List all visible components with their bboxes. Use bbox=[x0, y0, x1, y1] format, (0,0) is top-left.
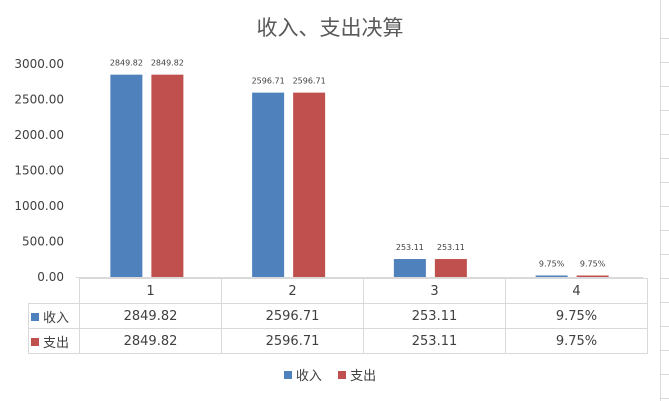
legend-item-income[interactable]: 收入 bbox=[283, 365, 322, 384]
legend: 收入 支出 bbox=[0, 365, 660, 384]
data-labels: 2849.82 2849.82 2596.71 2596.71 253.11 253.11… bbox=[110, 59, 606, 269]
y-tick-label: 1000.00 bbox=[14, 199, 64, 213]
sheet-gridline bbox=[660, 302, 669, 303]
legend-swatch-income bbox=[283, 371, 292, 379]
bar-expense-3[interactable] bbox=[434, 259, 467, 277]
bar-income-3[interactable] bbox=[393, 259, 426, 277]
expense-swatch bbox=[31, 337, 39, 346]
sheet-gridline bbox=[660, 254, 669, 255]
table-row-expense: 支出 2849.82 2596.71 253.11 9.75% bbox=[28, 328, 648, 354]
table-cell: 253.11 bbox=[363, 303, 506, 329]
category-header-3: 3 bbox=[363, 278, 506, 304]
data-label: 2596.71 bbox=[252, 77, 285, 86]
legend-swatch-expense bbox=[338, 371, 347, 379]
series-label-income: 收入 bbox=[28, 303, 80, 329]
bar-expense-1[interactable] bbox=[151, 74, 184, 277]
sheet-gridline bbox=[660, 158, 669, 159]
sheet-gridline bbox=[660, 374, 669, 375]
sheet-edge-line bbox=[660, 0, 661, 401]
sheet-gridline bbox=[660, 350, 669, 351]
bar-expense-4[interactable] bbox=[576, 275, 609, 278]
data-label: 9.75% bbox=[539, 260, 565, 269]
data-label: 253.11 bbox=[396, 243, 424, 252]
table-header-row: 1 2 3 4 bbox=[28, 278, 648, 304]
sheet-gridline bbox=[660, 134, 669, 135]
data-label: 253.11 bbox=[437, 243, 465, 252]
sheet-gridline bbox=[660, 206, 669, 207]
table-cell: 9.75% bbox=[505, 328, 648, 354]
table-cell: 2596.71 bbox=[221, 328, 364, 354]
sheet-gridline bbox=[660, 62, 669, 63]
table-cell: 253.11 bbox=[363, 328, 506, 354]
data-label: 2849.82 bbox=[110, 59, 143, 68]
series-name-expense: 支出 bbox=[43, 335, 70, 351]
y-tick-label: 3000.00 bbox=[14, 57, 64, 71]
data-label: 2849.82 bbox=[151, 59, 184, 68]
bar-expense-2[interactable] bbox=[293, 92, 326, 277]
sheet-gridline bbox=[660, 110, 669, 111]
bars bbox=[110, 74, 609, 278]
bar-income-1[interactable] bbox=[110, 74, 143, 277]
sheet-gridline bbox=[660, 278, 669, 279]
bar-income-2[interactable] bbox=[252, 92, 285, 277]
sheet-gridline bbox=[660, 182, 669, 183]
data-table: 1 2 3 4 收入 2849.82 2596.71 253.11 9.75% … bbox=[28, 278, 648, 354]
table-cell: 2596.71 bbox=[221, 303, 364, 329]
category-header-2: 2 bbox=[221, 278, 364, 304]
y-axis: 0.00500.001000.001500.002000.002500.0030… bbox=[14, 57, 64, 284]
table-cell: 2849.82 bbox=[79, 328, 222, 354]
data-label: 9.75% bbox=[580, 260, 606, 269]
sheet-gridline bbox=[660, 326, 669, 327]
y-tick-label: 500.00 bbox=[22, 235, 64, 249]
sheet-gridline bbox=[660, 398, 669, 399]
series-name-income: 收入 bbox=[43, 310, 70, 326]
series-label-expense: 支出 bbox=[28, 328, 80, 354]
y-tick-label: 2500.00 bbox=[14, 93, 64, 107]
bar-income-4[interactable] bbox=[535, 275, 568, 278]
category-header-4: 4 bbox=[505, 278, 648, 304]
category-header-1: 1 bbox=[79, 278, 222, 304]
y-tick-label: 1500.00 bbox=[14, 164, 64, 178]
sheet-gridline bbox=[660, 230, 669, 231]
legend-label-expense: 支出 bbox=[350, 369, 377, 384]
income-swatch bbox=[31, 312, 39, 321]
y-tick-label: 2000.00 bbox=[14, 128, 64, 142]
chart-title: 收入、支出决算 bbox=[256, 16, 404, 40]
table-row-income: 收入 2849.82 2596.71 253.11 9.75% bbox=[28, 303, 648, 329]
table-cell: 9.75% bbox=[505, 303, 648, 329]
legend-label-income: 收入 bbox=[295, 369, 322, 384]
table-corner bbox=[28, 278, 80, 304]
sheet-gridline bbox=[660, 86, 669, 87]
legend-item-expense[interactable]: 支出 bbox=[338, 365, 376, 384]
data-label: 2596.71 bbox=[293, 77, 326, 86]
table-cell: 2849.82 bbox=[79, 303, 222, 329]
sheet-gridline bbox=[660, 38, 669, 39]
